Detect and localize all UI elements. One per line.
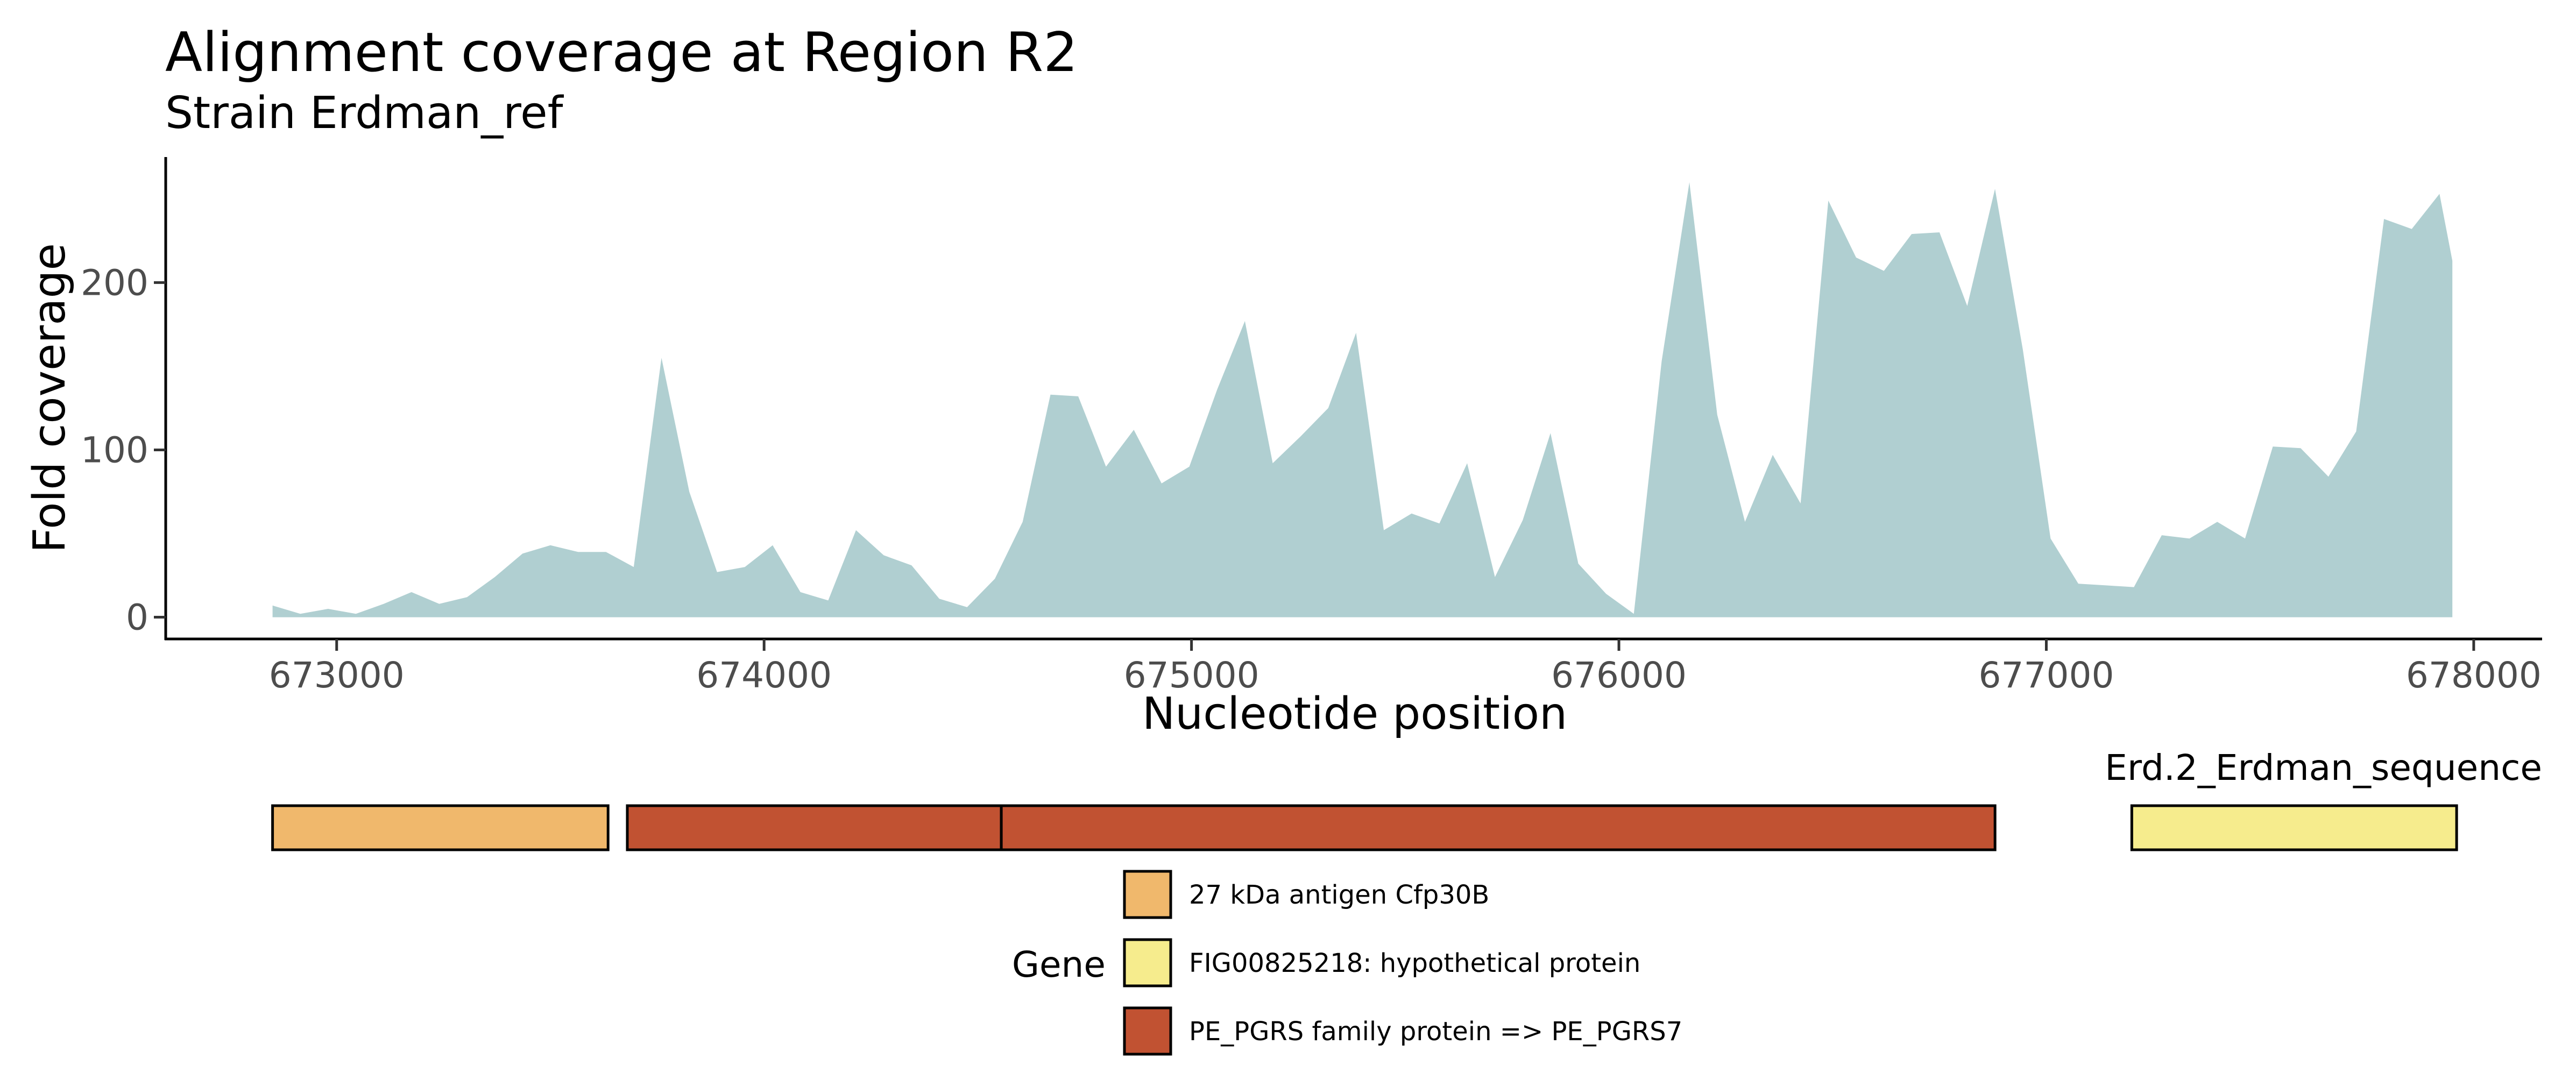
x-tick-label: 674000 bbox=[696, 655, 832, 696]
legend-title: Gene bbox=[1012, 944, 1106, 985]
x-tick-label: 677000 bbox=[1978, 655, 2114, 696]
gene-block bbox=[1000, 804, 1997, 851]
x-axis-title: Nucleotide position bbox=[1142, 688, 1567, 740]
y-tick-label: 200 bbox=[81, 262, 148, 303]
legend-item-label: 27 kDa antigen Cfp30B bbox=[1189, 880, 1489, 910]
plot-area bbox=[272, 182, 2453, 617]
y-tick-label: 0 bbox=[126, 597, 148, 638]
gene-block bbox=[626, 804, 1003, 851]
gene-legend: Gene 27 kDa antigen Cfp30B FIG00825218: h… bbox=[1012, 870, 1682, 1056]
legend-item-label: FIG00825218: hypothetical protein bbox=[1189, 948, 1640, 978]
chart-subtitle: Strain Erdman_ref bbox=[165, 88, 564, 139]
legend-swatch bbox=[1123, 870, 1172, 919]
x-axis-ticks: 673000 674000 675000 676000 677000 678000 bbox=[269, 639, 2542, 696]
gene-block bbox=[2130, 804, 2458, 851]
x-tick-label: 676000 bbox=[1551, 655, 1687, 696]
coverage-area bbox=[272, 182, 2453, 617]
x-tick-label: 675000 bbox=[1124, 655, 1259, 696]
y-axis-title: Fold coverage bbox=[24, 243, 75, 553]
legend-swatch bbox=[1123, 938, 1172, 987]
legend-item-label: PE_PGRS family protein => PE_PGRS7 bbox=[1189, 1017, 1682, 1047]
y-axis-ticks: 0 100 200 bbox=[81, 262, 166, 638]
legend-items: 27 kDa antigen Cfp30B FIG00825218: hypoth… bbox=[1123, 870, 1682, 1056]
chart-title: Alignment coverage at Region R2 bbox=[165, 20, 1078, 84]
gene-track bbox=[271, 804, 2458, 851]
legend-swatch bbox=[1123, 1006, 1172, 1056]
x-tick-label: 678000 bbox=[2406, 655, 2542, 696]
gene-track-label: Erd.2_Erdman_sequence bbox=[2105, 747, 2542, 788]
gene-block bbox=[271, 804, 610, 851]
y-tick-label: 100 bbox=[81, 429, 148, 471]
x-tick-label: 673000 bbox=[269, 655, 405, 696]
